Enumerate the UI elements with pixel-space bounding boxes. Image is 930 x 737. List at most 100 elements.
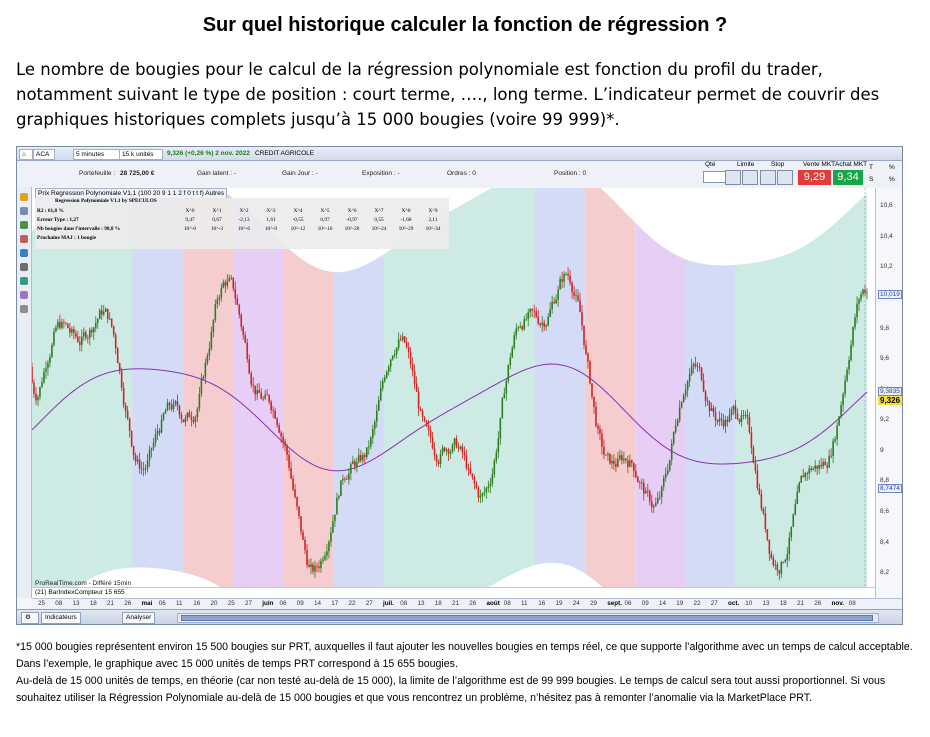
- candle-body: [230, 277, 233, 279]
- candle-body: [736, 413, 739, 420]
- candle-body: [138, 459, 141, 469]
- candle-body: [282, 436, 284, 442]
- candle-body: [854, 317, 856, 328]
- checkbox-t[interactable]: T: [869, 164, 873, 171]
- candle-body: [156, 430, 159, 435]
- candle-body: [543, 322, 545, 327]
- day-label: 13: [72, 600, 80, 607]
- channel-icon[interactable]: [20, 235, 28, 243]
- candle-body: [664, 473, 667, 479]
- stop-sell-button[interactable]: [777, 170, 793, 185]
- candle-body: [822, 461, 824, 467]
- candle-body: [457, 447, 460, 449]
- candle-body: [724, 419, 727, 427]
- position-count[interactable]: Position : 0: [554, 170, 587, 177]
- scrollbar-thumb[interactable]: [181, 615, 873, 621]
- fibonacci-icon[interactable]: [20, 249, 28, 257]
- candle-body: [537, 316, 539, 324]
- candle-body: [83, 332, 85, 337]
- candle-body: [445, 449, 448, 452]
- candle-body: [625, 458, 627, 461]
- candle-body: [806, 473, 809, 474]
- ticker-field[interactable]: ACA: [33, 149, 55, 160]
- candle-body: [350, 464, 352, 474]
- move-icon[interactable]: [20, 277, 28, 285]
- prorealtime-screenshot: ⌂ ACA 5 minutes 15 k unités 9,326 (+0,26…: [16, 146, 903, 625]
- indicators-button[interactable]: Indicateurs: [41, 612, 81, 624]
- candle-body: [441, 447, 444, 454]
- candle-body: [170, 404, 173, 410]
- zoom-icon[interactable]: [20, 221, 28, 229]
- candle-body: [826, 465, 828, 468]
- time-axis[interactable]: 25 08 13 18 21 26 mai 06 11 16 20 25 27 juin 06 09 14 17 2…: [32, 598, 902, 610]
- copy-icon[interactable]: [20, 291, 28, 299]
- candle-body: [864, 289, 866, 294]
- settings-icon[interactable]: ⚙: [21, 612, 39, 624]
- chart-scrollbar[interactable]: [177, 613, 879, 623]
- confidence-band: [584, 176, 636, 620]
- candle-body: [152, 442, 155, 448]
- candle-body: [43, 371, 45, 383]
- percent-1: %: [889, 164, 895, 171]
- ruler-icon[interactable]: [20, 207, 28, 215]
- param-coef: 0,55: [374, 217, 384, 223]
- regression-chart: [31, 165, 868, 624]
- day-label: 26: [814, 600, 822, 607]
- checkbox-s[interactable]: S: [869, 176, 874, 183]
- price-tick: 8,4: [880, 538, 890, 546]
- bottom-toolbar: ⚙ Indicateurs Analyser: [17, 609, 902, 624]
- candle-body: [547, 316, 549, 326]
- price-axis[interactable]: 10,610,410,2109,89,69,49,298,88,68,48,21…: [875, 188, 902, 598]
- candle-body: [473, 477, 476, 484]
- candle-body: [108, 318, 111, 320]
- param-power: 10^-3: [210, 226, 224, 232]
- buy-market-button[interactable]: 9,34: [833, 170, 863, 185]
- candle-body: [451, 444, 454, 453]
- candle-body: [798, 482, 801, 492]
- price-chart-area[interactable]: [31, 165, 875, 624]
- candle-body: [290, 467, 292, 479]
- candle-body: [45, 368, 47, 372]
- limit-sell-button[interactable]: [742, 170, 758, 185]
- units-select[interactable]: 15 k unités: [119, 149, 163, 160]
- candle-body: [579, 300, 581, 313]
- candle-body: [748, 417, 751, 433]
- stop-buy-button[interactable]: [760, 170, 776, 185]
- candle-body: [643, 482, 645, 494]
- candle-body: [427, 426, 430, 430]
- candle-body: [385, 371, 388, 378]
- text-icon[interactable]: [20, 263, 28, 271]
- candle-body: [750, 432, 753, 448]
- sell-market-button[interactable]: 9,29: [798, 170, 831, 185]
- candle-body: [513, 335, 516, 348]
- home-icon[interactable]: ⌂: [19, 149, 33, 160]
- candle-body: [676, 420, 679, 426]
- day-label: 14: [659, 600, 667, 607]
- candle-body: [182, 419, 185, 423]
- day-label: 08: [55, 600, 63, 607]
- param-power: 10^-16: [317, 226, 333, 232]
- candle-body: [39, 387, 41, 397]
- confidence-band: [534, 165, 585, 574]
- candle-body: [814, 465, 816, 469]
- trash-icon[interactable]: [20, 305, 28, 313]
- candle-body: [344, 478, 346, 480]
- candle-body: [573, 292, 575, 296]
- line-icon[interactable]: [20, 193, 28, 201]
- analyser-button[interactable]: Analyser: [122, 612, 156, 624]
- candle-body: [463, 452, 466, 456]
- candle-body: [106, 308, 109, 319]
- candle-body: [250, 373, 253, 385]
- candle-body: [539, 323, 541, 325]
- candle-body: [270, 401, 272, 411]
- candle-body: [503, 393, 506, 399]
- candle-body: [216, 299, 219, 304]
- candle-body: [776, 564, 779, 571]
- candle-body: [88, 329, 91, 339]
- footnote-line-2: Au-delà de 15 000 unités de temps, en th…: [16, 675, 886, 704]
- limit-buy-button[interactable]: [725, 170, 741, 185]
- timeframe-select[interactable]: 5 minutes: [73, 149, 121, 160]
- candle-body: [461, 446, 464, 453]
- orders-count[interactable]: Ordres : 0: [447, 170, 476, 177]
- candle-body: [672, 431, 675, 444]
